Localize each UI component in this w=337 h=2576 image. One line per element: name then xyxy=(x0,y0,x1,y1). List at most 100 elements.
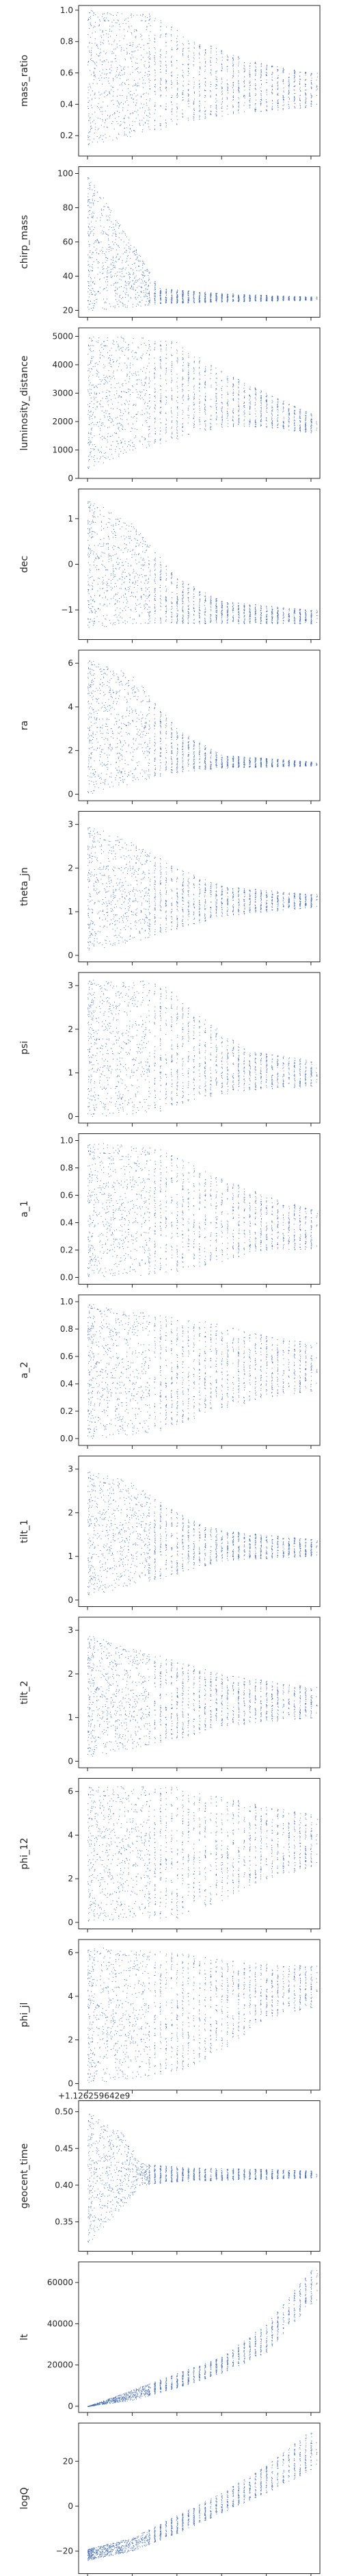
data-point xyxy=(294,298,295,299)
data-point xyxy=(148,340,149,341)
data-point xyxy=(105,30,106,31)
data-point xyxy=(171,408,172,409)
data-point xyxy=(271,300,272,301)
data-point xyxy=(205,426,206,427)
data-point xyxy=(166,354,167,355)
data-point xyxy=(125,443,126,444)
data-point xyxy=(91,270,92,271)
data-point xyxy=(300,105,301,106)
data-point xyxy=(134,93,135,94)
data-point xyxy=(149,400,150,401)
data-point xyxy=(294,70,295,71)
data-point xyxy=(160,292,161,293)
data-point xyxy=(107,337,108,338)
data-point xyxy=(260,296,261,297)
data-point xyxy=(221,88,222,89)
data-point xyxy=(193,104,194,105)
data-point xyxy=(87,106,88,107)
data-point xyxy=(154,64,155,65)
data-point xyxy=(171,61,172,62)
data-point xyxy=(101,347,102,348)
data-point xyxy=(278,75,279,76)
data-point xyxy=(118,427,119,428)
data-point xyxy=(106,252,107,253)
data-point xyxy=(107,277,108,278)
data-point xyxy=(282,411,283,412)
data-point xyxy=(227,83,228,84)
data-point xyxy=(124,133,125,134)
data-point xyxy=(272,409,273,410)
data-point xyxy=(109,381,110,382)
data-point xyxy=(87,414,88,415)
data-point xyxy=(300,431,301,432)
data-point xyxy=(125,102,126,103)
data-point xyxy=(87,196,88,197)
data-point xyxy=(205,300,206,301)
data-point xyxy=(119,74,120,75)
data-point xyxy=(227,300,228,301)
data-point xyxy=(133,272,134,273)
data-point xyxy=(288,101,289,102)
data-point xyxy=(95,123,96,124)
data-point xyxy=(115,231,116,232)
data-point xyxy=(91,52,92,53)
data-point xyxy=(177,388,178,389)
data-point xyxy=(91,25,92,26)
data-point xyxy=(205,61,206,62)
data-point xyxy=(137,50,138,51)
data-point xyxy=(128,301,129,302)
data-point xyxy=(90,182,91,183)
data-point xyxy=(126,273,127,274)
data-point xyxy=(135,448,136,449)
data-point xyxy=(98,103,99,104)
data-point xyxy=(232,65,233,66)
data-point xyxy=(239,91,240,92)
data-point xyxy=(88,199,89,200)
data-point xyxy=(144,413,145,414)
data-point xyxy=(305,427,306,428)
data-point xyxy=(171,388,172,389)
data-point xyxy=(199,367,200,368)
data-point xyxy=(112,22,113,23)
data-point xyxy=(188,100,189,101)
data-point xyxy=(154,120,155,121)
data-point xyxy=(316,424,317,425)
data-point xyxy=(160,26,161,27)
y-tick-label: 60 xyxy=(63,237,73,247)
y-tick-label: 100 xyxy=(57,169,73,179)
data-point xyxy=(143,275,144,276)
data-point xyxy=(135,83,136,84)
data-point xyxy=(300,95,301,96)
data-point xyxy=(204,428,205,429)
data-point xyxy=(232,100,233,101)
data-point xyxy=(271,297,272,298)
data-point xyxy=(305,86,306,87)
data-point xyxy=(117,138,118,139)
data-point xyxy=(145,16,146,17)
data-point xyxy=(149,408,150,409)
data-point xyxy=(199,292,200,293)
data-point xyxy=(134,250,135,251)
data-point xyxy=(128,21,129,22)
data-point xyxy=(103,299,104,300)
data-point xyxy=(188,410,189,411)
data-point xyxy=(88,205,89,206)
data-point xyxy=(125,59,126,60)
data-point xyxy=(272,424,273,425)
data-point xyxy=(93,15,94,16)
data-point xyxy=(227,98,228,99)
data-point xyxy=(215,368,216,369)
data-point xyxy=(107,106,108,107)
data-point xyxy=(94,190,95,191)
data-point xyxy=(210,406,211,407)
data-point xyxy=(102,439,103,440)
data-point xyxy=(227,106,228,107)
data-point xyxy=(215,294,216,295)
data-point xyxy=(255,70,256,71)
data-point xyxy=(193,361,194,362)
data-point xyxy=(305,424,306,425)
data-point xyxy=(115,242,116,243)
plot-area xyxy=(87,337,317,469)
data-point xyxy=(311,94,312,95)
data-point xyxy=(115,113,116,114)
